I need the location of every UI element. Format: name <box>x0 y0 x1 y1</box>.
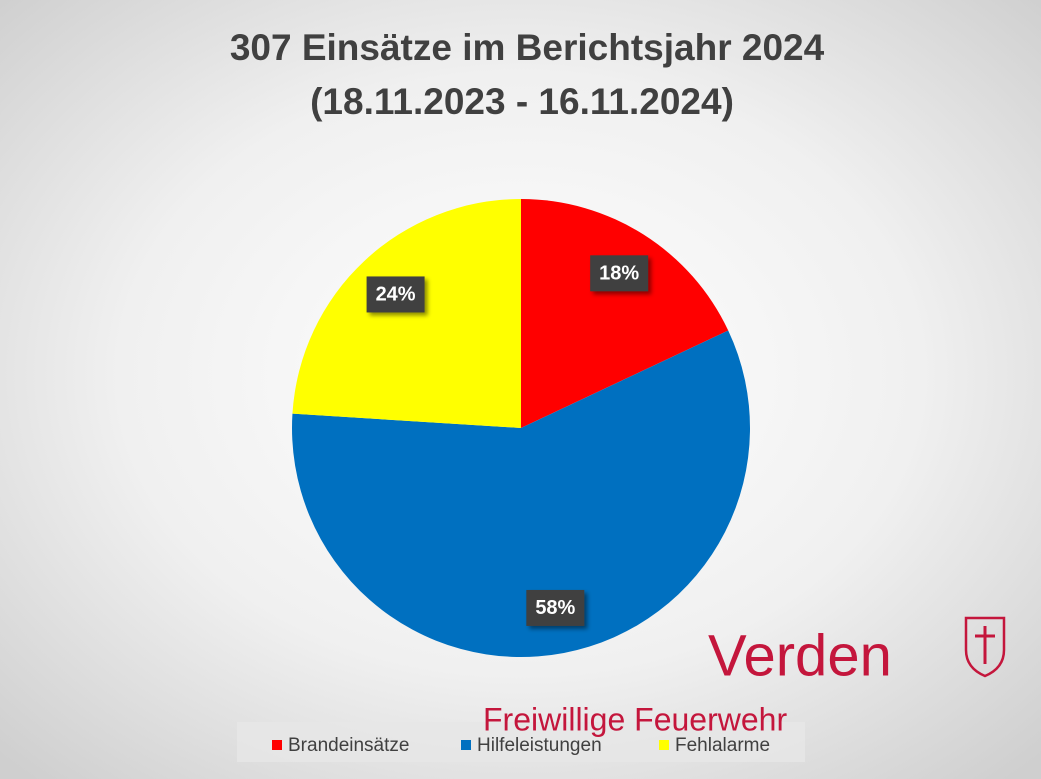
logo-shield <box>964 616 1006 678</box>
legend-label: Hilfeleistungen <box>477 735 602 756</box>
legend-label: Fehlalarme <box>675 735 770 756</box>
chart-title: 307 Einsätze im Berichtsjahr 2024 <box>230 27 825 68</box>
legend-swatch <box>461 740 471 750</box>
chart-subtitle: (18.11.2023 - 16.11.2024) <box>310 81 734 122</box>
legend-label: Brandeinsätze <box>288 735 409 756</box>
logo-subtitle: Freiwillige Feuerwehr <box>483 701 787 737</box>
legend-swatch <box>659 740 669 750</box>
pie-slice <box>521 199 729 428</box>
value-label: 58% <box>535 597 575 619</box>
value-label-box <box>590 255 649 292</box>
logo-name: Verden <box>708 623 892 688</box>
value-label-box <box>366 276 425 313</box>
pie-slice <box>292 199 521 428</box>
legend: Brandeinsätze Hilfeleistungen Fehlalarme <box>272 735 770 756</box>
legend-box <box>237 722 805 762</box>
value-label: 18% <box>599 263 639 285</box>
pie: 18% 58% 24% <box>292 199 751 658</box>
value-label: 24% <box>376 284 416 306</box>
value-label-box <box>526 589 585 626</box>
pie-slice <box>292 330 751 658</box>
legend-swatch <box>272 740 282 750</box>
